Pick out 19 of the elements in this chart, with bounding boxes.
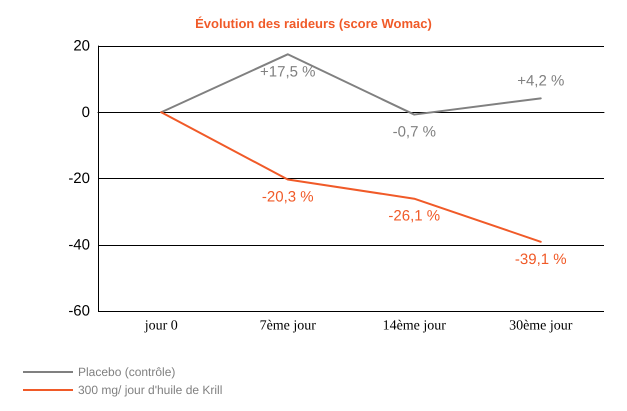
- data-label: +17,5 %: [260, 63, 316, 80]
- data-label: +4,2 %: [517, 72, 564, 90]
- y-tick-label: -20: [68, 170, 90, 187]
- data-label: -0,7 %: [392, 124, 436, 141]
- x-tick-label: jour 0: [144, 318, 178, 334]
- x-tick-label: 7ème jour: [260, 318, 316, 334]
- data-label: -20,3 %: [262, 188, 314, 206]
- y-tick-label: 0: [82, 104, 90, 121]
- legend-label: Placebo (contrôle): [78, 365, 176, 379]
- x-tick-label: 30ème jour: [509, 318, 573, 334]
- y-tick-label: -60: [68, 302, 90, 320]
- x-tick-label: 14ème jour: [382, 318, 446, 334]
- legend-label: 300 mg/ jour d'huile de Krill: [78, 383, 222, 397]
- y-tick-label: -40: [68, 236, 90, 254]
- y-tick-label: 20: [73, 38, 90, 54]
- data-label: -39,1 %: [514, 250, 567, 268]
- chart-title: Évolution des raideurs (score Womac): [195, 16, 432, 31]
- data-label: -26,1 %: [388, 208, 440, 225]
- line-series: [160, 111, 542, 243]
